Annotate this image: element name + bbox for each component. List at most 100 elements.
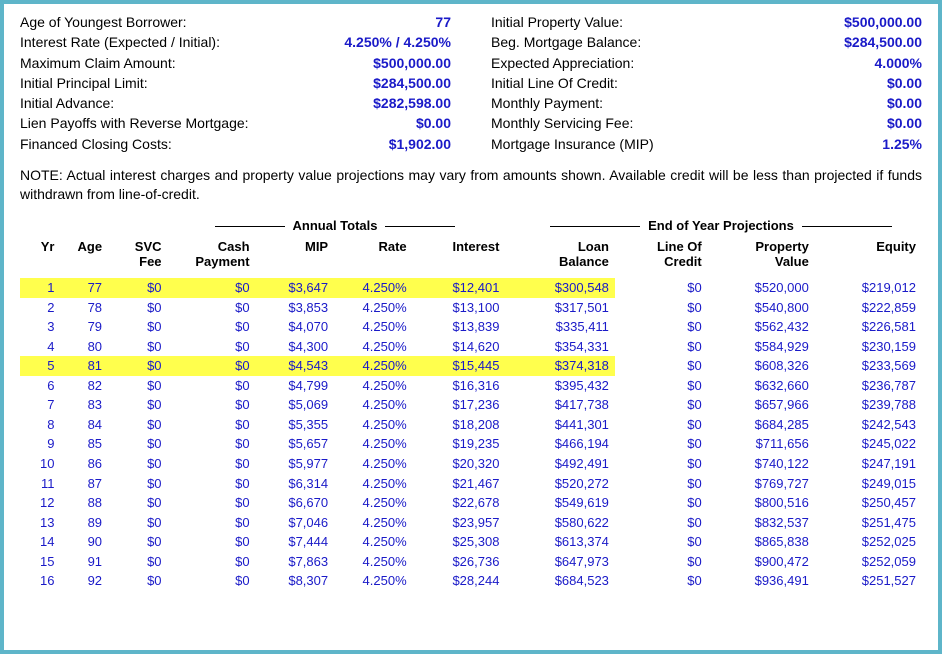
table-cell: 4.250% <box>334 474 413 494</box>
table-cell: 86 <box>60 454 108 474</box>
table-cell: $647,973 <box>505 552 614 572</box>
table-cell: $28,244 <box>413 571 506 591</box>
table-cell: $711,656 <box>708 434 815 454</box>
table-cell: $18,208 <box>413 415 506 435</box>
table-cell: $252,059 <box>815 552 922 572</box>
summary-label: Financed Closing Costs: <box>20 134 172 154</box>
table-cell: $0 <box>108 415 167 435</box>
table-cell: $16,316 <box>413 376 506 396</box>
table-row: 581$0$0$4,5434.250%$15,445$374,318$0$608… <box>20 356 922 376</box>
table-cell: $865,838 <box>708 532 815 552</box>
summary-row: Monthly Servicing Fee:$0.00 <box>491 113 922 133</box>
table-cell: 4.250% <box>334 356 413 376</box>
summary-value: $282,598.00 <box>373 93 451 113</box>
table-cell: $0 <box>168 395 256 415</box>
table-cell: $0 <box>108 278 167 298</box>
summary-value: $1,902.00 <box>389 134 451 154</box>
table-cell: $769,727 <box>708 474 815 494</box>
eoy-projections-label: End of Year Projections <box>648 218 794 233</box>
table-header-row: YrAgeSVCFeeCashPaymentMIPRateInterestLoa… <box>20 235 922 278</box>
summary-row: Expected Appreciation:4.000% <box>491 53 922 73</box>
table-cell: $230,159 <box>815 337 922 357</box>
summary-row: Initial Property Value:$500,000.00 <box>491 12 922 32</box>
summary-value: 4.250% / 4.250% <box>344 32 451 52</box>
table-cell: $0 <box>168 532 256 552</box>
table-cell: $492,491 <box>505 454 614 474</box>
table-cell: $0 <box>108 317 167 337</box>
table-cell: $239,788 <box>815 395 922 415</box>
table-row: 682$0$0$4,7994.250%$16,316$395,432$0$632… <box>20 376 922 396</box>
table-cell: $0 <box>168 454 256 474</box>
table-cell: $0 <box>168 337 256 357</box>
table-row: 1692$0$0$8,3074.250%$28,244$684,523$0$93… <box>20 571 922 591</box>
table-cell: $0 <box>108 513 167 533</box>
table-cell: $0 <box>615 552 708 572</box>
table-cell: 91 <box>60 552 108 572</box>
table-row: 1187$0$0$6,3144.250%$21,467$520,272$0$76… <box>20 474 922 494</box>
summary-value: $0.00 <box>887 73 922 93</box>
summary-value: $0.00 <box>416 113 451 133</box>
table-cell: $0 <box>108 552 167 572</box>
summary-label: Monthly Servicing Fee: <box>491 113 633 133</box>
amortization-table: YrAgeSVCFeeCashPaymentMIPRateInterestLoa… <box>20 235 922 591</box>
table-cell: $584,929 <box>708 337 815 357</box>
table-cell: $0 <box>615 434 708 454</box>
table-cell: $15,445 <box>413 356 506 376</box>
table-cell: $354,331 <box>505 337 614 357</box>
table-cell: $0 <box>168 415 256 435</box>
summary-label: Expected Appreciation: <box>491 53 634 73</box>
column-header: Yr <box>20 235 60 278</box>
table-row: 1591$0$0$7,8634.250%$26,736$647,973$0$90… <box>20 552 922 572</box>
table-cell: $7,863 <box>256 552 335 572</box>
table-cell: $0 <box>615 571 708 591</box>
summary-right-column: Initial Property Value:$500,000.00Beg. M… <box>491 12 922 154</box>
summary-row: Financed Closing Costs: $1,902.00 <box>20 134 451 154</box>
table-cell: $580,622 <box>505 513 614 533</box>
table-cell: $0 <box>168 317 256 337</box>
table-cell: 12 <box>20 493 60 513</box>
table-cell: 79 <box>60 317 108 337</box>
amortization-table-wrap: Annual Totals End of Year Projections Yr… <box>20 218 922 591</box>
table-cell: $0 <box>168 513 256 533</box>
table-cell: 4.250% <box>334 298 413 318</box>
summary-value: $500,000.00 <box>373 53 451 73</box>
summary-label: Initial Property Value: <box>491 12 623 32</box>
table-cell: $19,235 <box>413 434 506 454</box>
table-cell: 11 <box>20 474 60 494</box>
column-header: Interest <box>413 235 506 278</box>
table-cell: $632,660 <box>708 376 815 396</box>
table-cell: $12,401 <box>413 278 506 298</box>
table-cell: 4.250% <box>334 532 413 552</box>
summary-grid: Age of Youngest Borrower:77Interest Rate… <box>20 12 922 154</box>
table-cell: $0 <box>615 415 708 435</box>
table-row: 177$0$0$3,6474.250%$12,401$300,548$0$520… <box>20 278 922 298</box>
table-cell: $26,736 <box>413 552 506 572</box>
note-text: NOTE: Actual interest charges and proper… <box>20 166 922 204</box>
summary-row: Initial Line Of Credit:$0.00 <box>491 73 922 93</box>
table-cell: $4,543 <box>256 356 335 376</box>
table-cell: $0 <box>168 493 256 513</box>
table-row: 783$0$0$5,0694.250%$17,236$417,738$0$657… <box>20 395 922 415</box>
table-cell: $0 <box>168 298 256 318</box>
table-cell: $800,516 <box>708 493 815 513</box>
table-cell: $0 <box>108 395 167 415</box>
table-cell: $0 <box>108 474 167 494</box>
table-cell: $0 <box>108 493 167 513</box>
table-cell: 5 <box>20 356 60 376</box>
table-row: 278$0$0$3,8534.250%$13,100$317,501$0$540… <box>20 298 922 318</box>
table-cell: $374,318 <box>505 356 614 376</box>
table-cell: $0 <box>615 395 708 415</box>
table-cell: $5,069 <box>256 395 335 415</box>
table-cell: 77 <box>60 278 108 298</box>
table-cell: 4.250% <box>334 571 413 591</box>
summary-row: Beg. Mortgage Balance:$284,500.00 <box>491 32 922 52</box>
table-cell: $5,977 <box>256 454 335 474</box>
summary-row: Initial Principal Limit:$284,500.00 <box>20 73 451 93</box>
summary-value: $284,500.00 <box>373 73 451 93</box>
table-cell: 4.250% <box>334 395 413 415</box>
table-cell: 10 <box>20 454 60 474</box>
summary-label: Maximum Claim Amount: <box>20 53 176 73</box>
table-cell: $0 <box>615 278 708 298</box>
table-cell: $7,046 <box>256 513 335 533</box>
table-cell: $0 <box>168 474 256 494</box>
